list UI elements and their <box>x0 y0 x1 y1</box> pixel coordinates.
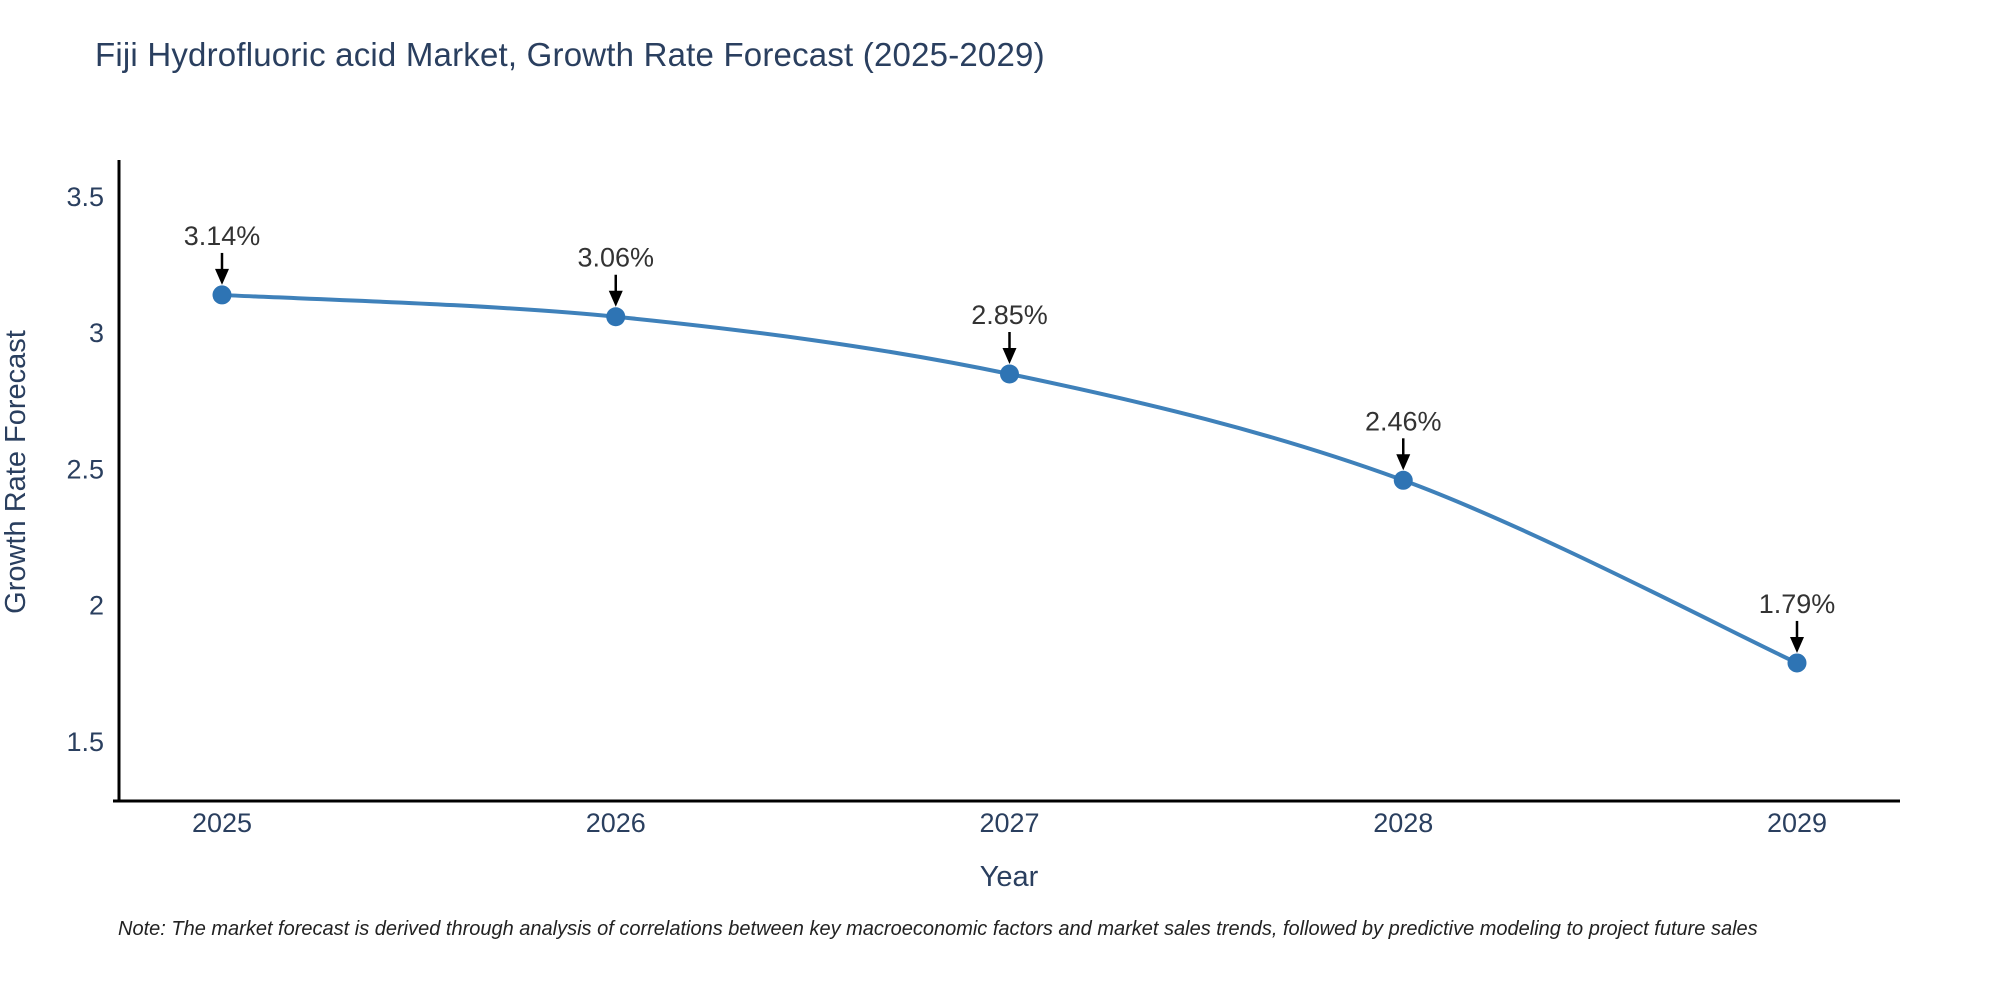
data-point-label: 1.79% <box>1759 589 1836 619</box>
footnote: Note: The market forecast is derived thr… <box>118 918 1758 940</box>
x-axis-tick-labels: 2025 2026 2027 2028 2029 <box>192 808 1827 838</box>
y-axis-tick-labels: 3.5 3 2.5 2 1.5 <box>66 182 104 757</box>
data-point-marker <box>1393 470 1413 490</box>
y-tick-label: 3.5 <box>66 182 104 212</box>
x-tick-label: 2026 <box>586 808 646 838</box>
x-tick-label: 2025 <box>192 808 252 838</box>
annotation-arrowhead <box>215 268 229 285</box>
x-tick-label: 2027 <box>979 808 1039 838</box>
data-point-marker <box>212 285 232 305</box>
x-axis-title: Year <box>980 861 1039 893</box>
forecast-line-series <box>212 285 1807 673</box>
data-point-marker <box>1787 653 1807 673</box>
y-tick-label: 2.5 <box>66 454 104 484</box>
annotation-arrowhead <box>1002 347 1017 364</box>
annotation-arrowhead <box>608 290 623 307</box>
data-point-label: 3.14% <box>184 221 261 251</box>
data-point-label: 2.85% <box>971 300 1048 330</box>
annotation-arrowhead <box>1790 636 1804 653</box>
y-tick-label: 1.5 <box>66 727 104 757</box>
y-tick-label: 3 <box>89 318 104 348</box>
data-point-annotations: 3.14% 3.06% 2.85% 2.46% 1.79% <box>184 221 1836 653</box>
chart-title: Fiji Hydrofluoric acid Market, Growth Ra… <box>95 36 1045 73</box>
y-tick-label: 2 <box>89 591 104 621</box>
x-tick-label: 2029 <box>1767 808 1827 838</box>
annotation-arrowhead <box>1396 454 1411 471</box>
y-axis-title: Growth Rate Forecast <box>0 330 32 614</box>
axes <box>113 160 1900 803</box>
x-tick-label: 2028 <box>1373 808 1433 838</box>
data-point-label: 2.46% <box>1365 406 1442 436</box>
data-point-marker <box>606 307 626 327</box>
data-point-label: 3.06% <box>577 243 654 273</box>
data-point-marker <box>1000 364 1019 384</box>
